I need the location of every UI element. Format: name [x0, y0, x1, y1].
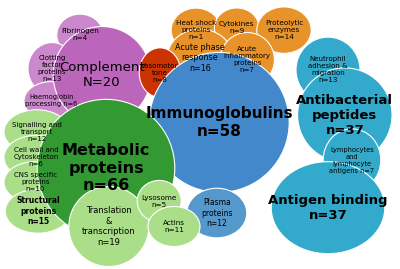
Ellipse shape [69, 186, 149, 267]
Ellipse shape [24, 82, 78, 120]
Ellipse shape [271, 162, 385, 254]
Text: Translation
&
transcription
n=19: Translation & transcription n=19 [82, 206, 136, 247]
Ellipse shape [57, 14, 103, 56]
Ellipse shape [37, 99, 175, 237]
Ellipse shape [187, 188, 247, 238]
Ellipse shape [139, 48, 181, 97]
Text: Neutrophil
adhesion &
migration
n=13: Neutrophil adhesion & migration n=13 [308, 56, 348, 83]
Text: Heat shock
proteins
n=1: Heat shock proteins n=1 [176, 20, 216, 40]
Text: Proteolytic
enzymes
n=14: Proteolytic enzymes n=14 [265, 20, 303, 40]
Text: Vasomotor
tone
n=8: Vasomotor tone n=8 [141, 63, 179, 83]
Text: Acute phase
response
n=16: Acute phase response n=16 [175, 43, 225, 73]
Ellipse shape [4, 110, 70, 154]
Ellipse shape [149, 52, 289, 192]
Text: Acute
inflammatory
proteins
n=7: Acute inflammatory proteins n=7 [224, 46, 271, 73]
Ellipse shape [167, 29, 233, 87]
Ellipse shape [4, 135, 68, 179]
Ellipse shape [28, 43, 76, 95]
Text: Structural
proteins
n=15: Structural proteins n=15 [16, 196, 60, 226]
Text: Actins
n=11: Actins n=11 [163, 220, 185, 233]
Text: Lymphocytes
and
lymphocyte
antigens n=7: Lymphocytes and lymphocyte antigens n=7 [330, 147, 374, 174]
Text: Immunoglobulins
n=58: Immunoglobulins n=58 [145, 106, 293, 139]
Ellipse shape [214, 8, 259, 48]
Text: Fibrinogen
n=4: Fibrinogen n=4 [61, 29, 99, 41]
Text: Plasma
proteins
n=12: Plasma proteins n=12 [201, 198, 232, 228]
Ellipse shape [137, 180, 181, 222]
Ellipse shape [323, 129, 381, 191]
Text: Cell wall and
Cytoskeleton
n=6: Cell wall and Cytoskeleton n=6 [13, 147, 59, 167]
Text: Clotting
factor
proteins
n=13: Clotting factor proteins n=13 [38, 55, 66, 82]
Text: Antigen binding
n=37: Antigen binding n=37 [268, 194, 388, 222]
Ellipse shape [298, 68, 392, 162]
Text: CNS specific
proteins
n=10: CNS specific proteins n=10 [14, 172, 57, 192]
Text: Antibacterial
peptides
n=37: Antibacterial peptides n=37 [296, 94, 393, 137]
Ellipse shape [220, 33, 274, 87]
Text: Complement
N=20: Complement N=20 [59, 61, 145, 89]
Text: Cytokines
n=9: Cytokines n=9 [219, 22, 254, 34]
Ellipse shape [148, 207, 200, 246]
Ellipse shape [53, 27, 151, 124]
Ellipse shape [171, 8, 221, 52]
Text: Signalling and
transport
n=12: Signalling and transport n=12 [12, 122, 62, 142]
Text: Metabolic
proteins
n=66: Metabolic proteins n=66 [62, 143, 150, 193]
Ellipse shape [257, 7, 311, 53]
Text: Lysosome
n=5: Lysosome n=5 [142, 195, 177, 208]
Ellipse shape [5, 189, 71, 233]
Ellipse shape [4, 162, 66, 203]
Ellipse shape [296, 37, 360, 103]
Text: Haemoglobin
processing n=6: Haemoglobin processing n=6 [25, 94, 77, 107]
